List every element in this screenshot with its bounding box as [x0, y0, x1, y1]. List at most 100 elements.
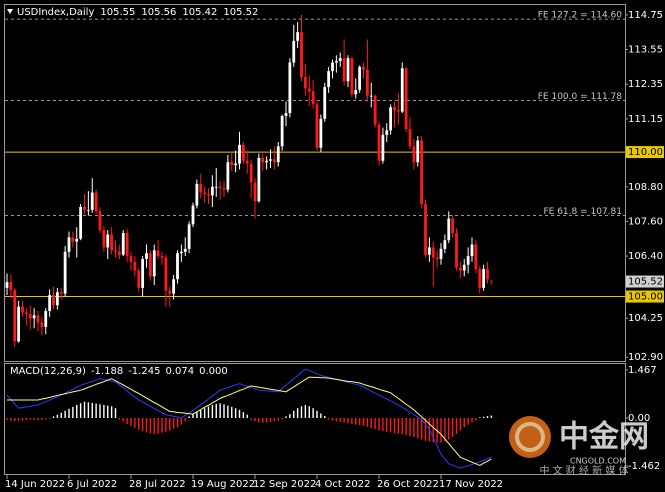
candle-body	[176, 253, 179, 280]
candle-body	[373, 95, 377, 125]
candle-body	[230, 162, 234, 166]
candle-body	[121, 232, 125, 255]
y-tick-label: 114.75	[628, 10, 663, 21]
candle-body	[160, 256, 164, 258]
y-tick-label: 107.60	[628, 216, 663, 227]
candle-body	[354, 89, 358, 95]
candle-body	[369, 95, 373, 97]
candle-body	[218, 186, 222, 189]
candle-body	[420, 140, 424, 205]
candle-body	[362, 66, 365, 70]
chart-title: USDIndex,Daily 105.55 105.56 105.42 105.52	[17, 7, 258, 18]
candle-body	[90, 192, 94, 210]
candle-body	[249, 163, 253, 183]
candle-body	[148, 253, 152, 277]
candle-body	[307, 88, 311, 92]
candle-body	[133, 261, 137, 271]
candle-body	[462, 264, 466, 271]
candle-body	[187, 224, 191, 249]
candle-body	[257, 157, 261, 202]
watermark: 中金网 CNGOLD.COM 中 文 财 经 新 媒 体	[509, 416, 649, 477]
candle-body	[470, 244, 474, 257]
candle-body	[261, 157, 265, 163]
y-tick-label: 104.25	[628, 313, 663, 324]
candle-body	[13, 290, 17, 342]
candle-body	[48, 295, 52, 312]
candle-body	[389, 107, 393, 131]
logo-brand: 中金网	[559, 420, 649, 455]
candle-body	[451, 218, 455, 233]
candle-body	[102, 230, 106, 248]
candle-body	[408, 128, 412, 147]
y-tick-label: 111.15	[628, 114, 663, 125]
indicator-title: MACD(12,26,9) -1.188 -1.245 0.074 0.000	[10, 366, 228, 377]
candle-body	[489, 280, 493, 282]
price-panel-frame	[4, 4, 626, 362]
logo-ring	[515, 422, 545, 452]
candle-body	[447, 218, 451, 241]
candle-body	[67, 237, 71, 252]
candle-body	[331, 62, 334, 72]
candle-body	[44, 311, 48, 327]
indicator-name: MACD(12,26,9)	[10, 366, 86, 377]
x-tick-label: 26 Oct 2022	[377, 479, 439, 490]
candle-body	[284, 113, 288, 116]
candle-body	[288, 62, 292, 114]
candle-body	[168, 290, 172, 294]
price-line-tag-label: 110.00	[628, 147, 663, 158]
candle-body	[191, 205, 195, 225]
indicator-value: -1.188	[91, 366, 123, 377]
candle-body	[40, 322, 44, 327]
price-line-tag	[626, 146, 664, 159]
candle-body	[199, 183, 203, 193]
candle-body	[75, 238, 79, 242]
x-tick-label: 28 Jul 2022	[129, 479, 186, 490]
candle-body	[272, 159, 276, 163]
candle-body	[71, 237, 75, 242]
candle-body	[24, 312, 28, 314]
candle-body	[458, 267, 462, 271]
candle-body	[79, 206, 83, 239]
candle-body	[238, 144, 241, 164]
candle-body	[482, 269, 486, 288]
candle-body	[137, 270, 141, 288]
fibo-level-label: FE 61.8 = 107.81	[543, 207, 622, 217]
candle-body	[55, 292, 59, 306]
candle-body	[358, 66, 362, 90]
candle-body	[59, 292, 63, 294]
candle-body	[183, 248, 187, 252]
fibo-level-label: FE 100.0 = 111.78	[538, 92, 623, 102]
candle-body	[9, 282, 13, 291]
x-tick-label: 19 Aug 2022	[191, 479, 255, 490]
fibo-level-label: FE 127.2 = 114.60	[538, 11, 623, 21]
candle-body	[435, 257, 439, 259]
candle-body	[292, 40, 296, 63]
candle-body	[443, 240, 447, 249]
candle-body	[269, 159, 272, 161]
x-tick-label: 12 Sep 2022	[253, 479, 316, 490]
candle-body	[327, 71, 331, 88]
candle-body	[381, 134, 385, 161]
candle-body	[94, 192, 98, 212]
macd-line	[7, 376, 492, 467]
candle-body	[117, 251, 121, 255]
candle-body	[416, 140, 420, 163]
candle-body	[164, 257, 168, 291]
candle-body	[110, 234, 114, 251]
candle-body	[323, 87, 327, 119]
candle-body	[365, 69, 369, 96]
header-high: 105.56	[141, 7, 176, 18]
y-tick-label: 0.00	[628, 413, 650, 424]
logo-site: CNGOLD.COM	[570, 457, 626, 466]
candle-body	[63, 251, 67, 294]
indicator-value: 0.000	[199, 366, 228, 377]
logo-slogan: 中 文 财 经 新 媒 体	[539, 464, 628, 477]
candle-body	[276, 146, 280, 163]
header-arrow	[7, 9, 13, 14]
candle-body	[486, 269, 489, 280]
candle-body	[28, 313, 32, 319]
bid-tag-label: 105.52	[628, 277, 663, 288]
macd-panel-frame	[4, 363, 626, 475]
candle-body	[342, 58, 346, 82]
